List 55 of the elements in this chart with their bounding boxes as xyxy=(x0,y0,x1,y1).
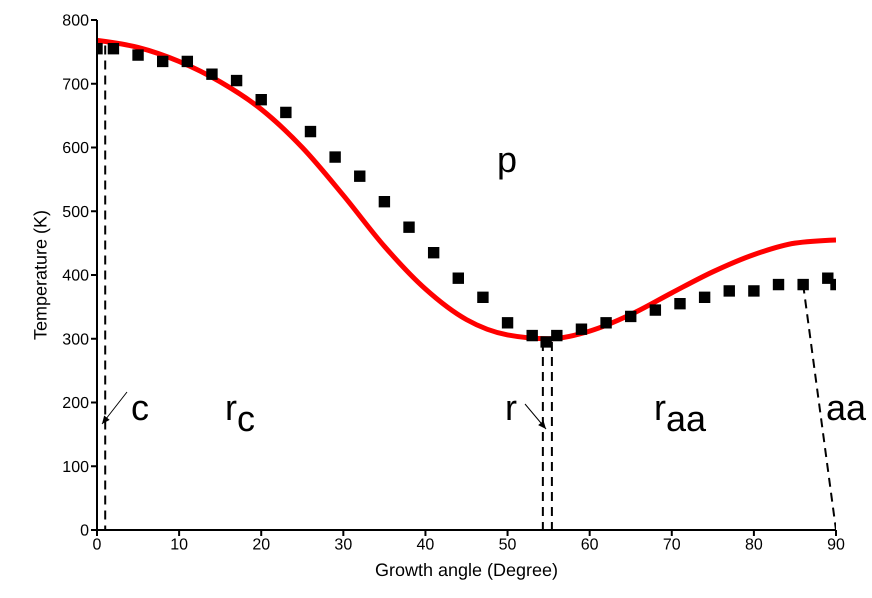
x-tick-label: 70 xyxy=(662,536,681,554)
point xyxy=(206,68,218,80)
point xyxy=(674,298,686,310)
x-tick-label: 50 xyxy=(498,536,517,554)
point xyxy=(772,278,784,290)
point xyxy=(452,272,464,284)
x-axis-title: Growth angle (Degree) xyxy=(374,560,558,580)
point xyxy=(477,292,489,304)
x-tick-label: 90 xyxy=(827,536,845,554)
annotation: aa xyxy=(826,387,867,428)
y-tick-label: 700 xyxy=(62,76,90,94)
point xyxy=(256,94,267,106)
annotation: r xyxy=(505,387,517,428)
point xyxy=(625,310,636,322)
y-tick-label: 500 xyxy=(62,204,90,221)
point xyxy=(724,285,735,297)
x-tick-label: 0 xyxy=(92,536,102,554)
point xyxy=(378,196,390,208)
point xyxy=(403,221,415,233)
x-tick-label: 10 xyxy=(170,536,188,554)
point xyxy=(551,330,563,342)
point xyxy=(526,330,538,342)
point xyxy=(797,278,809,290)
point xyxy=(502,317,514,329)
x-tick-label: 20 xyxy=(252,536,270,554)
x-tick-label: 60 xyxy=(580,536,599,554)
point xyxy=(748,285,760,297)
y-tick-label: 800 xyxy=(62,12,90,30)
point xyxy=(329,151,341,163)
point xyxy=(354,170,366,182)
annotation: p xyxy=(496,139,518,180)
point xyxy=(540,336,552,348)
point xyxy=(304,126,316,138)
point xyxy=(576,323,588,335)
point xyxy=(156,56,168,68)
y-tick-label: 200 xyxy=(62,395,90,412)
y-axis-title: Temperature (K) xyxy=(30,210,50,340)
point xyxy=(230,74,242,86)
point xyxy=(132,49,144,61)
x-tick-label: 80 xyxy=(744,536,763,554)
y-tick-label: 100 xyxy=(62,458,90,476)
point xyxy=(698,292,710,304)
x-tick-label: 30 xyxy=(334,536,352,554)
point xyxy=(600,317,612,329)
y-tick-label: 0 xyxy=(80,522,90,540)
point xyxy=(280,106,292,118)
y-tick-label: 600 xyxy=(62,140,90,158)
x-tick-label: 40 xyxy=(416,536,434,554)
y-tick-label: 400 xyxy=(62,268,90,285)
annotation: c xyxy=(131,387,149,428)
y-tick-label: 300 xyxy=(62,331,90,348)
point xyxy=(428,246,440,258)
point xyxy=(182,56,194,68)
point xyxy=(108,42,120,54)
point xyxy=(650,304,662,316)
